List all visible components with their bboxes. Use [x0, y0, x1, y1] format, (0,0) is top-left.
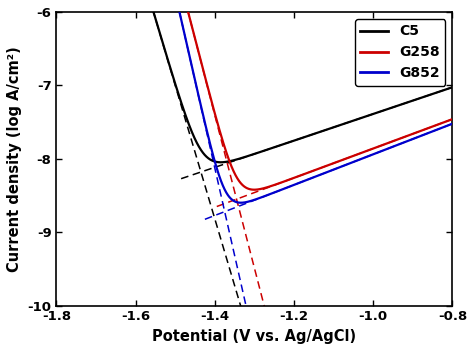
Y-axis label: Current density (log A/cm²): Current density (log A/cm²) [7, 46, 22, 272]
Legend: C5, G258, G852: C5, G258, G852 [355, 19, 446, 86]
X-axis label: Potential (V vs. Ag/AgCl): Potential (V vs. Ag/AgCl) [152, 329, 356, 344]
